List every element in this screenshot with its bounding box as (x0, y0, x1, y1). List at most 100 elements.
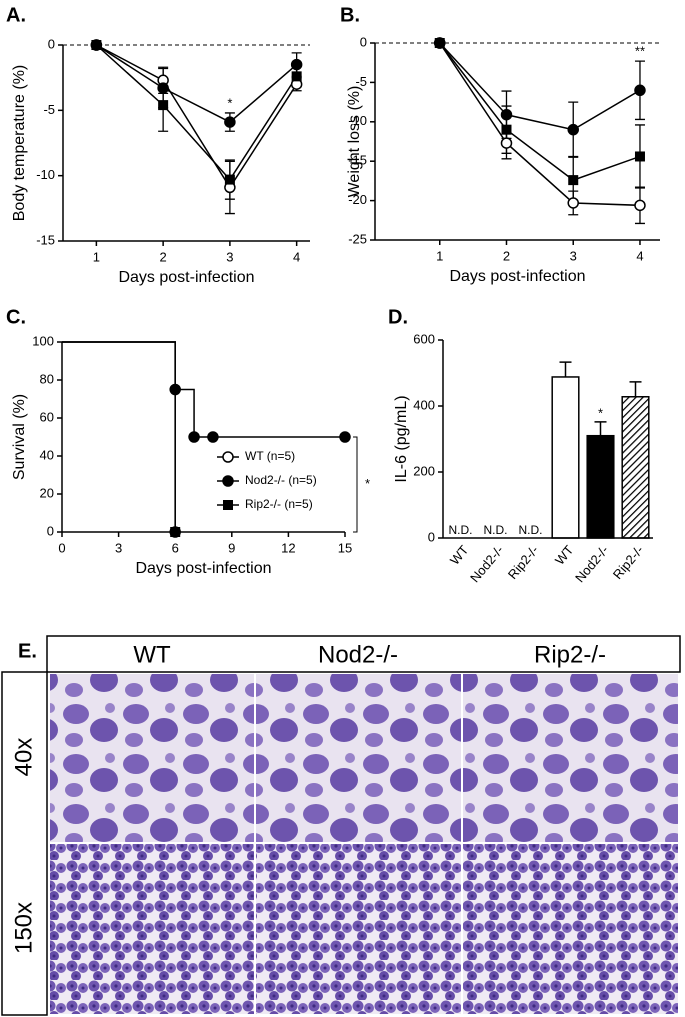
y-tick-label: 20 (40, 485, 54, 500)
marker (169, 383, 181, 396)
histology-image (50, 844, 254, 1014)
histology-image (463, 844, 678, 1014)
marker (158, 100, 169, 111)
y-tick-label: 0 (428, 529, 435, 544)
histology-image (463, 674, 678, 842)
y-tick-label: 200 (413, 463, 435, 478)
column-header-box (46, 635, 681, 673)
x-tick-label: 0 (58, 540, 65, 555)
series-line (439, 42, 641, 131)
bar (551, 376, 580, 539)
column-label: Rip2-/- (534, 641, 606, 668)
marker (634, 84, 646, 97)
x-tick-label: WT (447, 542, 472, 567)
x-tick-label: 6 (172, 540, 179, 555)
series-line (439, 42, 641, 181)
y-tick-label: 0 (47, 523, 54, 538)
legend-label: WT (n=5) (245, 449, 295, 463)
value-label: N.D. (484, 523, 508, 537)
column-label: WT (133, 641, 171, 668)
histology-image (50, 674, 254, 842)
histology-image (256, 844, 461, 1014)
value-label: N.D. (449, 523, 473, 537)
series-line (96, 44, 298, 189)
panel-label: E. (18, 640, 37, 662)
marker (224, 116, 236, 128)
legend-label: Rip2-/- (n=5) (245, 497, 313, 511)
legend-marker (222, 451, 234, 463)
x-tick-label: 9 (228, 540, 235, 555)
x-tick-label: 12 (281, 540, 295, 555)
y-tick-label: -20 (348, 192, 367, 207)
error-bar (559, 361, 572, 377)
y-tick-label: -15 (36, 232, 55, 247)
legend-marker (222, 475, 234, 487)
x-tick-label: 3 (115, 540, 122, 555)
bar (621, 396, 650, 539)
marker (207, 431, 219, 443)
marker (224, 174, 235, 185)
marker (434, 38, 445, 48)
marker (568, 175, 579, 186)
x-tick-label: WT (552, 542, 577, 567)
x-axis-label: Days post-infection (449, 268, 585, 285)
y-tick-label: 100 (32, 333, 54, 348)
error-bar (629, 381, 642, 397)
marker (170, 527, 181, 537)
y-tick-label: -25 (348, 231, 367, 246)
survival-line (62, 341, 176, 532)
marker (634, 151, 645, 162)
significance: * (598, 405, 603, 420)
marker (567, 197, 579, 209)
marker (157, 82, 169, 94)
row-header-box (1, 671, 48, 1016)
x-tick-label: 1 (93, 249, 100, 264)
series-line (439, 42, 641, 207)
y-axis-label: Survival (%) (11, 394, 28, 480)
panel-label: C. (6, 306, 26, 328)
error-bar (594, 421, 607, 436)
series-line (95, 44, 298, 181)
column-label: Nod2-/- (318, 641, 398, 668)
marker (500, 137, 513, 149)
panel-label: D. (388, 306, 408, 328)
y-tick-label: 60 (40, 409, 54, 424)
x-tick-label: 3 (226, 249, 233, 264)
y-tick-label: 80 (40, 371, 54, 386)
marker (91, 40, 102, 50)
marker (500, 108, 513, 121)
y-tick-label: -5 (43, 102, 55, 117)
x-tick-label: 2 (160, 249, 167, 264)
y-tick-label: 600 (413, 331, 435, 346)
marker (291, 71, 302, 82)
y-tick-label: 0 (48, 36, 55, 51)
marker (634, 199, 646, 212)
x-tick-label: 15 (338, 540, 352, 555)
y-tick-label: 0 (360, 34, 367, 49)
x-tick-label: 4 (293, 249, 300, 264)
x-axis-label: Days post-infection (135, 560, 271, 577)
x-tick-label: 4 (636, 248, 643, 263)
x-tick-label: Nod2-/- (572, 542, 611, 585)
row-label: 150x (10, 902, 37, 954)
marker (339, 431, 351, 443)
survival-line (62, 341, 345, 438)
y-axis-label: IL-6 (pg/mL) (393, 395, 410, 482)
marker (290, 58, 303, 71)
marker (567, 123, 579, 136)
marker (501, 124, 512, 135)
x-tick-label: Rip2-/- (610, 542, 647, 582)
panel-label: A. (6, 4, 26, 26)
y-tick-label: -15 (348, 153, 367, 168)
x-tick-label: Rip2-/- (505, 542, 542, 582)
x-tick-label: 3 (570, 248, 577, 263)
y-tick-label: -5 (355, 74, 367, 89)
value-label: N.D. (519, 523, 543, 537)
bar (586, 434, 615, 539)
series-line (95, 44, 298, 123)
row-label: 40x (10, 738, 37, 777)
y-tick-label: -10 (348, 113, 367, 128)
marker (188, 431, 200, 443)
y-tick-label: 40 (40, 447, 54, 462)
